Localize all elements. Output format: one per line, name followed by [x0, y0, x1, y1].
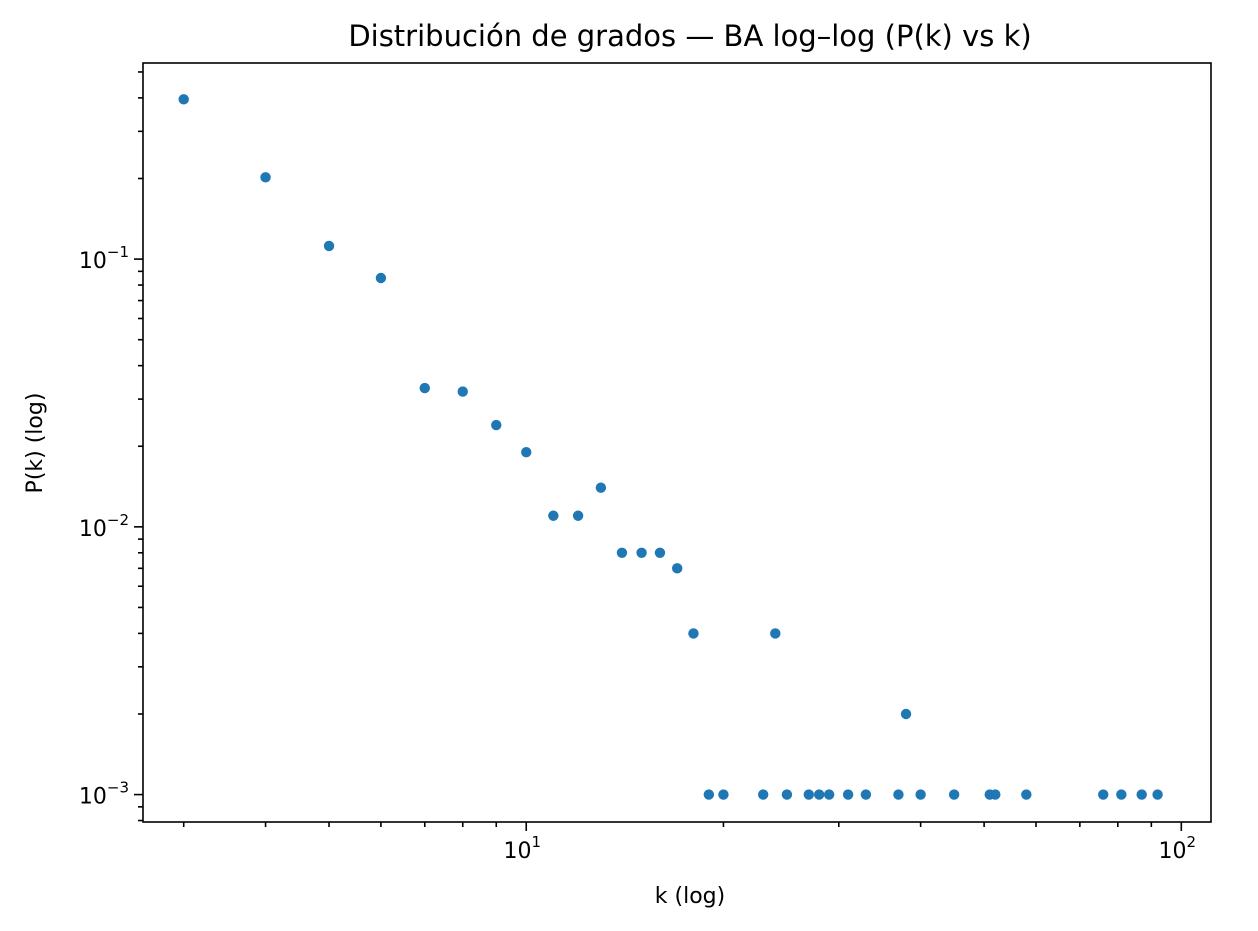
data-point — [1152, 789, 1163, 800]
data-point — [893, 789, 904, 800]
data-point — [900, 708, 912, 720]
data-point — [457, 386, 468, 397]
data-point — [823, 789, 835, 800]
data-point — [703, 789, 715, 800]
plot-frame — [142, 62, 1212, 823]
y-tick-label: 10−2 — [79, 511, 129, 542]
data-point — [688, 628, 699, 639]
data-point — [842, 789, 854, 800]
data-point — [548, 510, 559, 521]
data-point — [813, 789, 825, 800]
data-point — [990, 789, 1001, 800]
data-point — [757, 789, 769, 800]
y-tick-label: 10−1 — [79, 243, 129, 274]
data-point — [671, 563, 683, 574]
data-point — [860, 789, 872, 800]
x-axis-label: k (log) — [655, 884, 725, 909]
data-point — [375, 272, 387, 284]
data-point — [616, 547, 628, 558]
data-point — [803, 789, 815, 800]
data-point — [178, 94, 189, 105]
y-tick-label: 10−3 — [79, 779, 129, 810]
data-points — [178, 94, 1163, 800]
data-point — [572, 510, 584, 521]
data-point — [491, 419, 502, 431]
x-tick-label: 102 — [1159, 833, 1197, 864]
data-point — [1021, 789, 1032, 800]
data-point — [595, 482, 607, 493]
data-point — [948, 789, 960, 800]
data-point — [636, 547, 647, 558]
data-point — [1116, 789, 1127, 800]
y-axis-label: P(k) (log) — [23, 393, 48, 494]
x-tick-label: 101 — [503, 833, 541, 864]
data-point — [770, 628, 781, 639]
data-point — [260, 172, 271, 183]
data-point — [1136, 789, 1147, 800]
axis-ticks: 101 102 10−1 10−2 10−3 — [79, 71, 1197, 864]
chart-title: Distribución de grados — BA log–log (P(k… — [348, 19, 1031, 53]
data-point — [718, 789, 729, 800]
data-point — [915, 789, 926, 800]
data-point — [1098, 789, 1109, 800]
data-point — [521, 447, 532, 458]
data-point — [323, 240, 335, 252]
data-point — [781, 789, 793, 800]
data-point — [654, 547, 666, 558]
data-point — [419, 382, 430, 394]
